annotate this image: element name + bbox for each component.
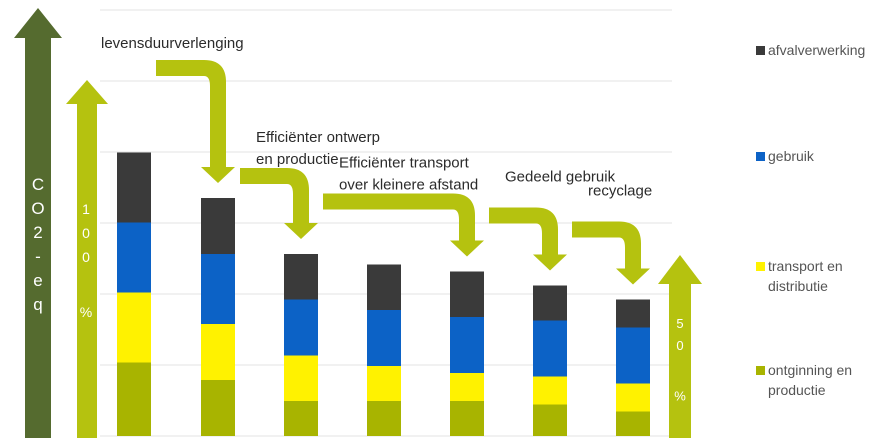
- start-level-label-char: 0: [82, 249, 90, 265]
- legend-label-gebruik: gebruik: [768, 148, 815, 164]
- flow-arrow-body: [240, 168, 309, 223]
- flow-label: Gedeeld gebruik: [505, 169, 616, 186]
- bar-segment-gebruik: [616, 327, 650, 384]
- flow-label: Efficiënter transport: [339, 155, 470, 172]
- bar-segment-transport: [284, 355, 318, 401]
- bar-stack: [201, 198, 235, 436]
- legend-item-gebruik: gebruik: [756, 148, 815, 164]
- flow-arrow-head: [616, 268, 650, 285]
- bar-segment-afvalverwerking: [201, 198, 235, 254]
- end-level-label-char: %: [674, 389, 686, 404]
- bar-segment-ontginning: [117, 362, 151, 436]
- bar-segment-gebruik: [201, 254, 235, 324]
- end-level-label-char: 5: [676, 316, 683, 331]
- bar-stack: [616, 299, 650, 436]
- flow-arrows: levensduurverlenging Efficiënter ontwerp e…: [101, 35, 652, 285]
- bar-segment-ontginning: [533, 404, 567, 436]
- co2-axis-label-char: q: [33, 295, 42, 314]
- flow-arrow-body: [572, 221, 641, 269]
- co2-axis-label-char: -: [35, 247, 41, 266]
- flow-label: levensduurverlenging: [101, 35, 244, 52]
- legend-item-afvalverwerking: afvalverwerking: [756, 42, 865, 58]
- bar-stack: [117, 152, 151, 436]
- start-level-label-char: 1: [82, 201, 90, 217]
- bar-segment-gebruik: [533, 320, 567, 377]
- flow-arrow-body: [156, 60, 226, 167]
- bar-segment-afvalverwerking: [450, 271, 484, 317]
- co2-axis-arrow: [14, 8, 62, 438]
- flow-arrow-body: [489, 207, 558, 255]
- bar-segment-afvalverwerking: [533, 285, 567, 321]
- co2-axis-label-char: O: [31, 199, 44, 218]
- bar-segment-afvalverwerking: [616, 299, 650, 328]
- end-level-label-char: 0: [676, 338, 683, 353]
- bar-segment-afvalverwerking: [284, 254, 318, 300]
- axis-arrows: CO 2 - eq 1 0 0% 5 0%: [14, 8, 702, 438]
- bar-segment-afvalverwerking: [117, 152, 151, 223]
- flow-label-line2: en productie: [256, 151, 339, 168]
- bar-segment-transport: [616, 383, 650, 412]
- flow-arrow-body: [323, 193, 475, 241]
- legend-swatch-ontginning: [756, 366, 765, 375]
- legend-swatch-afvalverwerking: [756, 46, 765, 55]
- legend-label-transport: transport en: [768, 258, 843, 274]
- bar-segment-gebruik: [284, 299, 318, 356]
- legend-item-transport: transport en distributie: [756, 258, 843, 294]
- legend-item-ontginning: ontginning en productie: [756, 362, 852, 398]
- flow-arrow-head: [201, 167, 235, 183]
- start-level-label-char: 0: [82, 225, 90, 241]
- bar-segment-ontginning: [284, 401, 318, 436]
- flow-arrow-head: [533, 254, 567, 271]
- legend-label-transport: distributie: [768, 278, 828, 294]
- flow-arrow-head: [284, 223, 318, 239]
- bar-segment-ontginning: [450, 401, 484, 436]
- bar-segment-gebruik: [367, 310, 401, 366]
- flow-label: recyclage: [588, 183, 652, 200]
- bar-segment-gebruik: [450, 317, 484, 373]
- legend-label-ontginning: ontginning en: [768, 362, 852, 378]
- bar-segment-transport: [533, 376, 567, 405]
- flow-label: Efficiënter ontwerp: [256, 129, 380, 146]
- bar-segment-transport: [367, 366, 401, 401]
- bar-segment-transport: [450, 373, 484, 401]
- bar-segment-gebruik: [117, 222, 151, 293]
- co2-axis-label-char: C: [32, 175, 44, 194]
- flow-label-line2: over kleinere afstand: [339, 177, 478, 194]
- bar-segment-ontginning: [616, 411, 650, 436]
- bar-stack: [450, 271, 484, 436]
- co2-axis-label-char: 2: [33, 223, 42, 242]
- bar-stack: [533, 285, 567, 436]
- legend-label-afvalverwerking: afvalverwerking: [768, 42, 865, 58]
- bar-segment-afvalverwerking: [367, 264, 401, 310]
- flow-arrow-head: [450, 240, 484, 257]
- legend-label-ontginning: productie: [768, 382, 826, 398]
- bar-segment-transport: [201, 324, 235, 380]
- start-level-arrow: [66, 80, 108, 438]
- start-level-label-char: %: [80, 304, 92, 320]
- bar-stack: [367, 264, 401, 436]
- bar-segment-ontginning: [367, 401, 401, 436]
- legend: afvalverwerking gebruik transport en distri…: [756, 42, 865, 398]
- end-level-arrow: [658, 255, 702, 438]
- legend-swatch-transport: [756, 262, 765, 271]
- legend-swatch-gebruik: [756, 152, 765, 161]
- bar-stacks: [117, 152, 650, 436]
- co2-axis-label-char: e: [33, 271, 42, 290]
- bar-segment-transport: [117, 292, 151, 363]
- bar-segment-ontginning: [201, 380, 235, 436]
- bar-stack: [284, 254, 318, 436]
